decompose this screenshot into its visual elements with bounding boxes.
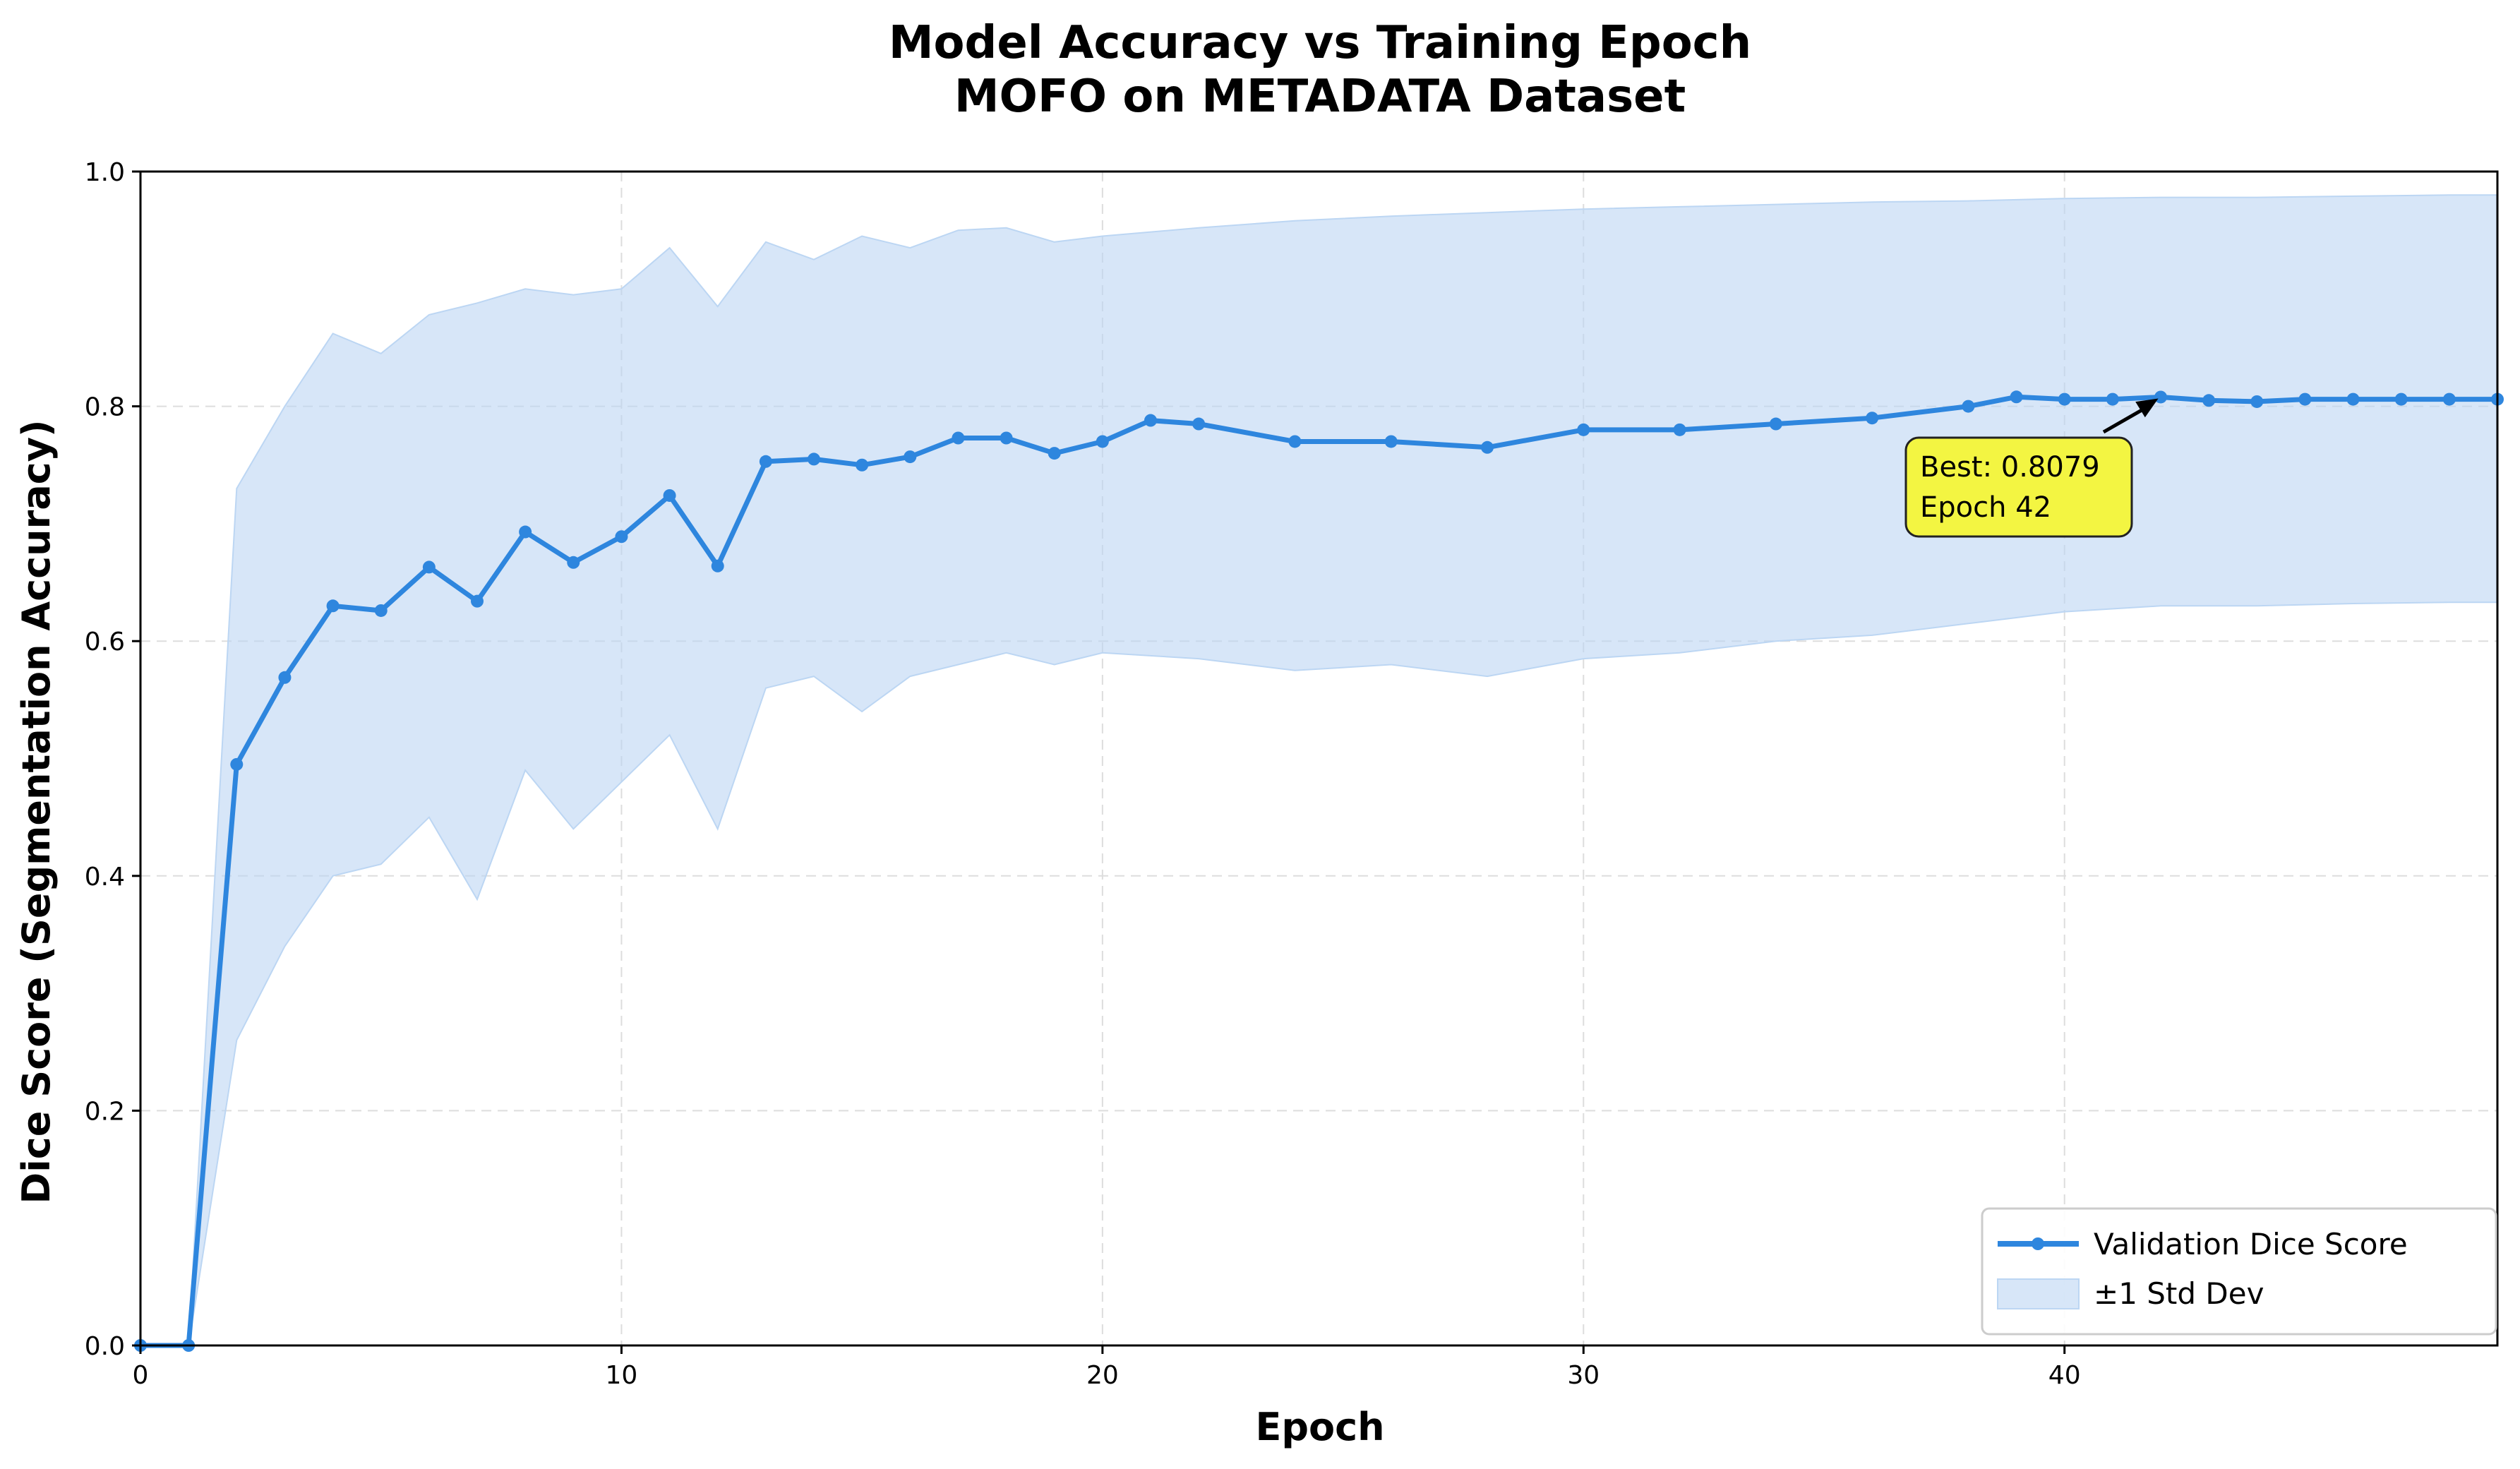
chart-title-line2: MOFO on METADATA Dataset xyxy=(954,71,1686,123)
validation-dice-point xyxy=(2298,392,2312,406)
validation-dice-point xyxy=(1769,417,1782,431)
validation-dice-point xyxy=(471,594,484,608)
validation-dice-point xyxy=(2058,392,2071,406)
validation-dice-point xyxy=(904,450,917,464)
validation-dice-point xyxy=(711,559,724,572)
validation-line-layer xyxy=(140,394,2497,1348)
x-tick-label: 30 xyxy=(1567,1361,1600,1390)
validation-dice-point xyxy=(1192,417,1206,431)
plot-frame xyxy=(139,170,2499,1347)
legend-label-validation: Validation Dice Score xyxy=(2094,1227,2408,1261)
x-tick-label: 20 xyxy=(1086,1361,1119,1390)
validation-dice-point xyxy=(278,671,292,684)
validation-dice-point xyxy=(2346,392,2360,406)
annotation-text-best: Best: 0.8079 xyxy=(1920,451,2100,484)
x-tick-label: 40 xyxy=(2048,1361,2081,1390)
annotation-text-epoch: Epoch 42 xyxy=(1920,491,2051,524)
legend-frame xyxy=(1981,1207,2497,1336)
validation-dice-point xyxy=(1096,435,1109,448)
legend-band-swatch xyxy=(1997,1278,2080,1309)
validation-dice-point xyxy=(1288,435,1302,448)
y-tick-label: 0.0 xyxy=(85,1332,125,1361)
legend-label-std: ±1 Std Dev xyxy=(2094,1276,2264,1311)
y-tick-label: 0.2 xyxy=(85,1097,125,1126)
validation-dice-point xyxy=(2010,390,2023,404)
validation-dice-point xyxy=(2154,390,2167,404)
annotation-arrowhead xyxy=(2135,398,2159,418)
y-axis-ticks: 0.0 0.2 0.4 0.6 0.8 1.0 xyxy=(85,158,140,1361)
validation-dice-point xyxy=(1048,447,1061,460)
annotation-box xyxy=(1904,436,2133,538)
validation-dice-point xyxy=(1673,423,1686,436)
y-tick-label: 0.4 xyxy=(85,863,125,892)
validation-dice-point xyxy=(1866,412,1879,425)
validation-dice-point xyxy=(759,455,772,468)
y-tick-label: 1.0 xyxy=(85,158,125,187)
validation-dice-point xyxy=(808,452,820,466)
chart-title-line1: Model Accuracy vs Training Epoch xyxy=(889,17,1751,69)
y-tick-label: 0.6 xyxy=(85,628,125,656)
validation-dice-point xyxy=(374,604,388,617)
legend-marker-swatch xyxy=(2032,1237,2044,1250)
validation-dice-point xyxy=(2250,395,2264,408)
validation-dice-point xyxy=(2394,392,2408,406)
y-tick-label: 0.8 xyxy=(85,393,125,422)
x-axis-label: Epoch xyxy=(1255,1405,1384,1449)
validation-dice-point xyxy=(615,530,628,544)
validation-dice-point xyxy=(1577,423,1590,436)
x-tick-label: 10 xyxy=(606,1361,638,1390)
validation-dice-point xyxy=(2202,394,2216,407)
validation-dice-point xyxy=(422,560,436,574)
validation-dice-point xyxy=(1384,435,1398,448)
legend: Validation Dice Score ±1 Std Dev xyxy=(1981,1207,2497,1336)
validation-dice-point xyxy=(1962,400,1975,413)
validation-dice-point xyxy=(2442,392,2456,406)
validation-dice-point xyxy=(567,556,580,569)
x-tick-label: 0 xyxy=(133,1361,149,1390)
validation-dice-point xyxy=(952,431,965,445)
best-annotation: Best: 0.8079 Epoch 42 xyxy=(1904,398,2159,538)
validation-dice-point xyxy=(326,599,340,613)
validation-dice-point xyxy=(230,757,244,771)
validation-dice-point xyxy=(1481,440,1494,454)
validation-dice-point xyxy=(1000,431,1013,445)
validation-dice-point xyxy=(519,525,532,539)
validation-dice-point xyxy=(2106,392,2119,406)
validation-marker-layer xyxy=(134,390,2504,1352)
validation-dice-point xyxy=(856,458,869,472)
x-axis-ticks: 0 10 20 30 40 xyxy=(133,1345,2081,1390)
validation-dice-point xyxy=(1144,414,1157,427)
validation-dice-line xyxy=(140,394,2497,1348)
validation-dice-point xyxy=(663,488,676,502)
y-axis-label: Dice Score (Segmentation Accuracy) xyxy=(14,419,59,1204)
